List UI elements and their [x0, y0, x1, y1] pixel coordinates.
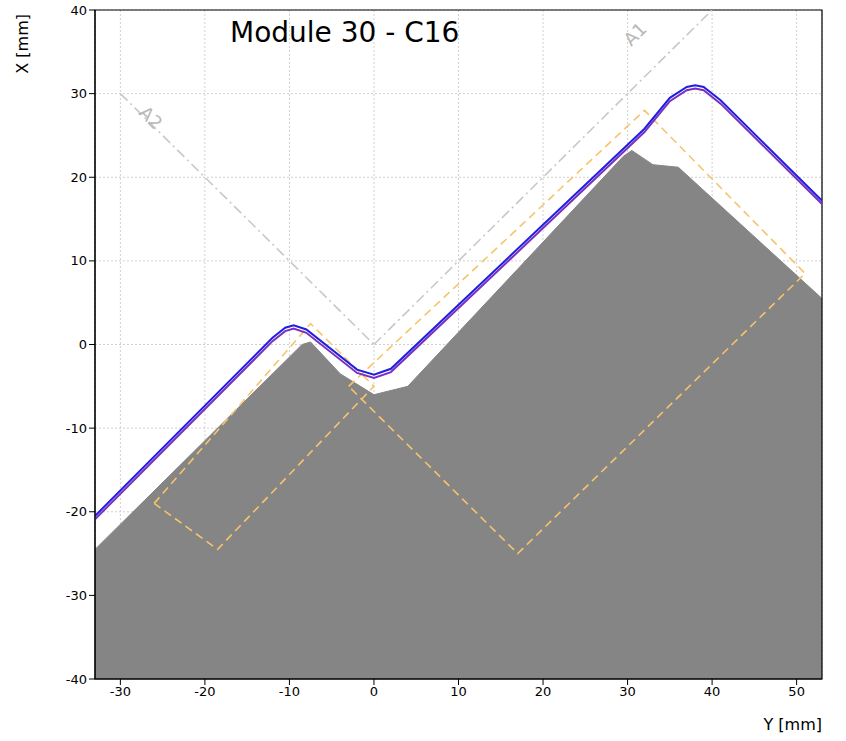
html-text:Module 30 - C16: Module 30 - C16 — [230, 16, 460, 49]
svg-text:30: 30 — [619, 684, 636, 699]
svg-text:10: 10 — [450, 684, 467, 699]
svg-text:20: 20 — [70, 170, 87, 185]
svg-text:A1: A1 — [619, 18, 651, 50]
svg-text:10: 10 — [70, 253, 87, 268]
svg-text:40: 40 — [704, 684, 721, 699]
svg-text:-20: -20 — [194, 684, 215, 699]
svg-text:-30: -30 — [66, 588, 87, 603]
svg-text:-30: -30 — [110, 684, 131, 699]
svg-text:0: 0 — [370, 684, 378, 699]
svg-text:X [mm]: X [mm] — [13, 14, 32, 74]
svg-text:20: 20 — [535, 684, 552, 699]
svg-text:30: 30 — [70, 86, 87, 101]
svg-text:0: 0 — [79, 337, 87, 352]
svg-text:A2: A2 — [135, 102, 167, 134]
svg-text:-10: -10 — [66, 421, 87, 436]
svg-text:40: 40 — [70, 3, 87, 18]
svg-text:-20: -20 — [66, 504, 87, 519]
svg-text:Y [mm]: Y [mm] — [762, 715, 822, 734]
svg-text:50: 50 — [788, 684, 805, 699]
svg-text:-10: -10 — [279, 684, 300, 699]
svg-text:-40: -40 — [66, 672, 87, 687]
